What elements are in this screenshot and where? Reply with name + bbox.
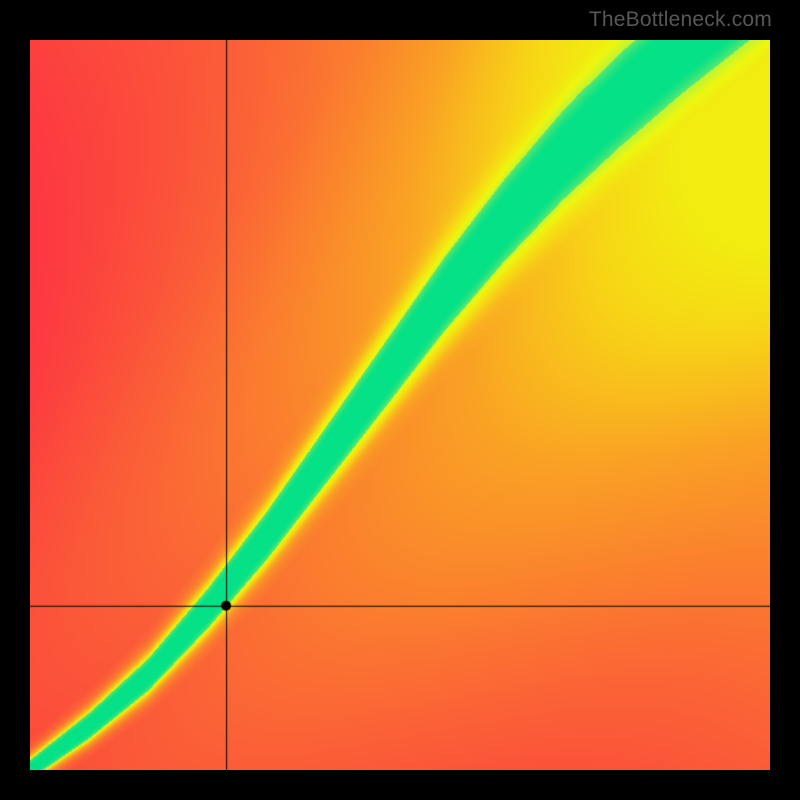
chart-frame: TheBottleneck.com [0,0,800,800]
watermark-text: TheBottleneck.com [589,8,772,32]
heatmap-canvas [30,40,770,770]
plot-area [30,40,770,770]
